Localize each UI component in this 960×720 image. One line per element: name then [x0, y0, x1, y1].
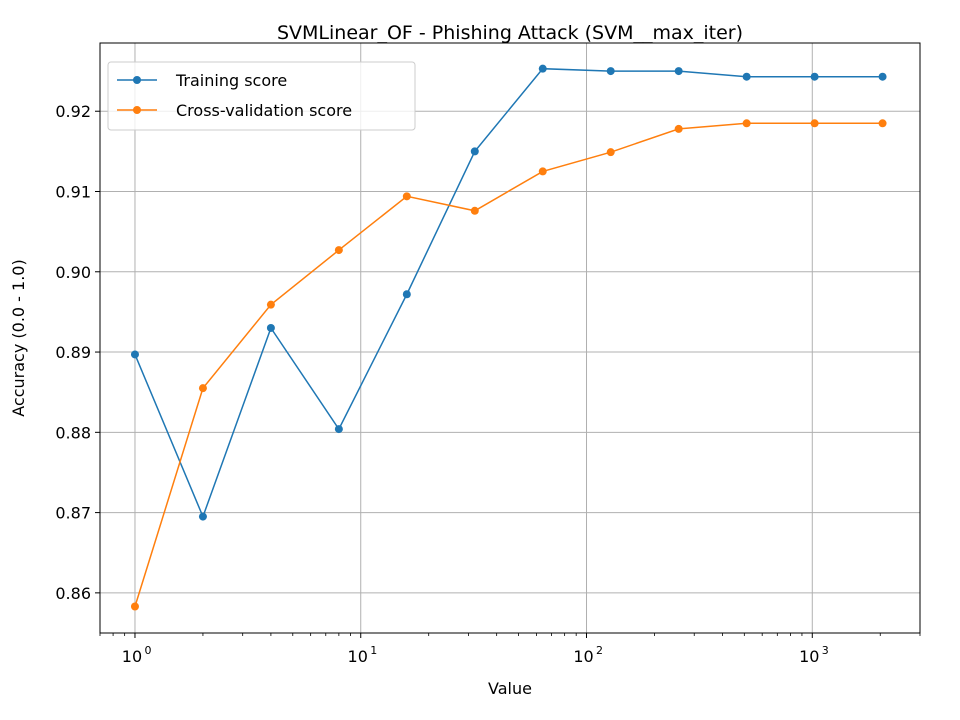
series-0-point	[742, 72, 751, 81]
x-tick-exponent: 2	[596, 644, 603, 657]
chart-title: SVMLinear_OF - Phishing Attack (SVM__max…	[277, 22, 743, 44]
y-axis-ticks: 0.86 0.87 0.88 0.89 0.90 0.91 0.92	[55, 102, 100, 603]
series-line-0	[134, 67, 883, 519]
x-tick-label: 10	[122, 647, 142, 666]
series-1-point	[402, 192, 411, 201]
x-tick-label: 10	[799, 647, 819, 666]
series-0-point	[266, 323, 275, 332]
y-tick-label: 0.86	[55, 584, 91, 603]
x-tick-label: 10	[348, 647, 368, 666]
series-1-point	[266, 300, 275, 309]
y-tick-label: 0.91	[55, 183, 91, 202]
series-0-point	[470, 147, 479, 156]
y-tick-label: 0.87	[55, 504, 91, 523]
x-minor-ticks	[99, 633, 921, 636]
series-0-point	[130, 350, 139, 359]
series-1-point	[538, 167, 547, 176]
x-axis-label: Value	[488, 679, 532, 698]
grid	[100, 43, 920, 633]
legend-box	[107, 61, 416, 131]
series-1-point	[810, 119, 819, 128]
legend-marker-training	[133, 76, 141, 84]
series-1-point	[334, 246, 343, 255]
x-tick-exponent: 0	[144, 644, 151, 657]
series-1-point	[742, 119, 751, 128]
series-0-point	[402, 290, 411, 299]
x-tick-label: 10	[573, 647, 593, 666]
series-1-point	[674, 124, 683, 133]
y-tick-label: 0.92	[55, 102, 91, 121]
legend-label-training: Training score	[175, 71, 287, 90]
series-0-point	[606, 67, 615, 76]
series-1-point	[606, 148, 615, 157]
x-tick-exponent: 3	[822, 644, 829, 657]
series-1-point	[878, 119, 887, 128]
series-0-point	[810, 72, 819, 81]
legend: Training score Cross-validation score	[107, 61, 416, 131]
series-0-point	[334, 425, 343, 434]
series-0-point	[538, 64, 547, 73]
y-tick-label: 0.90	[55, 263, 91, 282]
series-layer	[130, 64, 887, 611]
series-1-point	[470, 206, 479, 215]
series-0-point	[878, 72, 887, 81]
y-axis-label: Accuracy (0.0 - 1.0)	[9, 259, 28, 416]
series-0-point	[674, 67, 683, 76]
x-axis-ticks: 10 0 10 1 10 2 10 3	[122, 633, 829, 666]
series-0-point	[198, 512, 207, 521]
legend-marker-cv	[133, 106, 141, 114]
series-1-point	[198, 384, 207, 393]
x-tick-exponent: 1	[370, 644, 377, 657]
y-tick-label: 0.89	[55, 343, 91, 362]
legend-label-cv: Cross-validation score	[176, 101, 352, 120]
plot-frame	[99, 42, 921, 634]
series-line-1	[134, 122, 883, 607]
series-1-point	[130, 602, 139, 611]
y-tick-label: 0.88	[55, 423, 91, 442]
